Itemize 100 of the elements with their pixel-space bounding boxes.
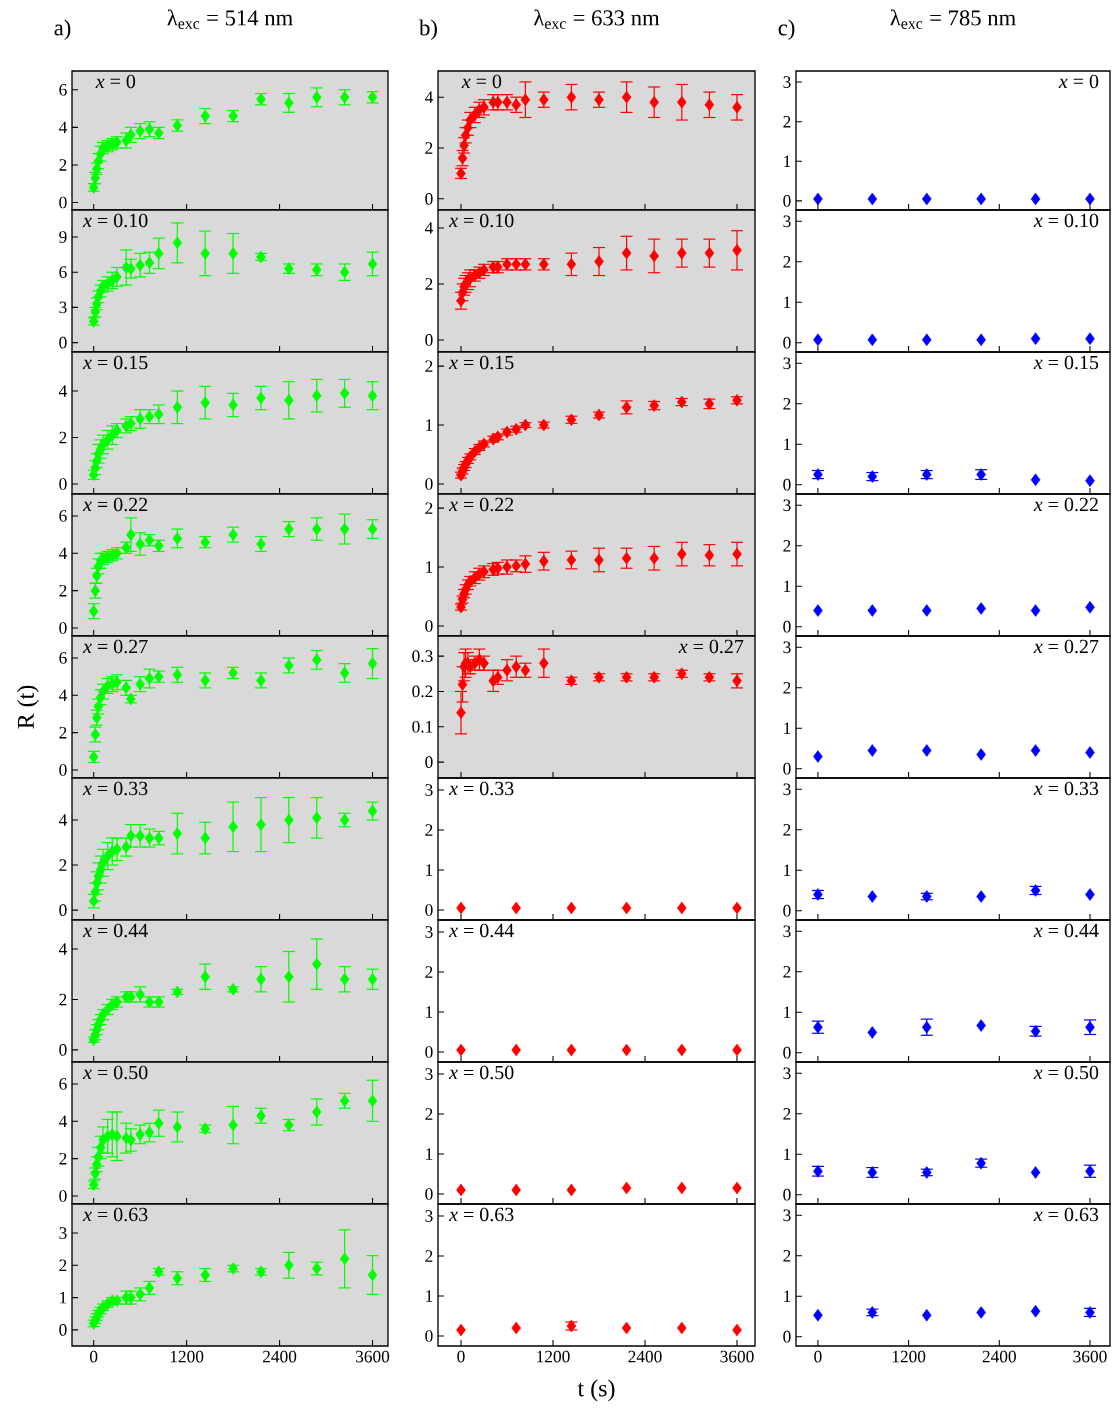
y-tick-label: 0	[425, 904, 433, 916]
annotation: x = 0.27	[82, 639, 148, 654]
y-tick-label: 4	[424, 222, 434, 234]
y-tick-label: 2	[783, 540, 791, 552]
y-tick-label: 0	[783, 762, 791, 775]
x-tick-label: 1200	[892, 1350, 926, 1363]
y-tick-label: 3	[783, 925, 791, 938]
y-tick-label: 0	[425, 620, 433, 632]
y-tick-label: 0.1	[412, 720, 433, 733]
text: a)	[54, 19, 71, 41]
y-tick-label: 3	[783, 499, 791, 512]
y-tick-label: 0	[425, 1188, 433, 1200]
y-tick-label: 6	[59, 652, 67, 664]
y-tick-label: 1	[784, 155, 791, 167]
y-tick-label: 0	[59, 1190, 67, 1202]
y-tick-label: 0.3	[412, 650, 433, 663]
y-tick-label: 0	[783, 1046, 791, 1059]
annotation: x = 0.63	[1033, 1207, 1099, 1222]
annotation: x = 0.33	[448, 781, 514, 796]
annotation: x = 0	[461, 74, 502, 89]
y-tick-label: 2	[59, 993, 67, 1006]
x-tick-label: 3600	[720, 1350, 754, 1363]
y-tick-label: 0	[783, 1330, 791, 1343]
y-tick-label: 4	[58, 689, 68, 702]
y-tick-label: 0	[59, 904, 67, 916]
y-tick-label: 2	[425, 1250, 433, 1262]
y-tick-label: 3	[425, 926, 433, 938]
y-tick-label: 2	[783, 966, 791, 978]
y-tick-label: 0	[783, 1188, 791, 1201]
x-tick-label: 0	[90, 1350, 98, 1363]
y-tick-label: 4	[58, 385, 68, 397]
y-tick-label: 1	[426, 1006, 433, 1018]
annotation: x = 0.10	[82, 213, 148, 228]
annotation: x = 0.27	[678, 639, 744, 654]
annotation: x = 0.50	[1033, 1065, 1099, 1080]
chart-title: λ$_{exc}$ = 633 nm	[533, 9, 660, 29]
y-tick-label: 0	[425, 478, 433, 490]
annotation: x = 0.10	[448, 213, 514, 228]
y-tick-label: 2	[59, 859, 67, 871]
y-tick-label: 2	[783, 256, 791, 268]
annotation: x = 0	[95, 74, 136, 89]
x-tick-label: 2400	[982, 1350, 1016, 1363]
annotation: x = 0.22	[448, 497, 514, 512]
annotation: x = 0.50	[82, 1065, 148, 1080]
y-tick-label: 6	[59, 1078, 67, 1090]
y-tick-label: 0	[59, 336, 67, 349]
y-tick-label: 2	[425, 824, 433, 836]
y-tick-label: 1	[784, 722, 791, 734]
annotation: x = 0.22	[82, 497, 148, 512]
annotation: x = 0.27	[1033, 639, 1099, 654]
y-tick-label: 1	[784, 1148, 791, 1160]
annotation: x = 0.63	[82, 1207, 148, 1222]
y-tick-label: 0	[783, 620, 791, 633]
y-tick-label: 1	[426, 561, 433, 573]
y-tick-label: 2	[59, 1152, 67, 1165]
annotation: x = 0.15	[82, 355, 148, 370]
y-tick-label: 0	[59, 764, 67, 776]
y-tick-label: 0	[59, 1044, 67, 1056]
y-tick-label: 3	[59, 301, 67, 314]
y-tick-label: 3	[783, 641, 791, 654]
y-tick-label: 1	[784, 580, 791, 592]
chart-title: λ$_{exc}$ = 785 nm	[890, 9, 1016, 29]
y-tick-label: 6	[59, 510, 67, 522]
y-tick-label: 4	[58, 121, 68, 134]
y-tick-label: 6	[59, 83, 67, 96]
y-tick-label: 3	[425, 1068, 433, 1080]
y-tick-label: 2	[59, 1259, 67, 1272]
y-tick-label: 0	[425, 1330, 433, 1342]
y-tick-label: 3	[783, 357, 791, 370]
y-tick-label: 3	[783, 76, 791, 88]
y-tick-label: 2	[783, 682, 791, 694]
y-tick-label: 3	[59, 1227, 67, 1239]
y-tick-label: 2	[783, 1250, 791, 1262]
x-tick-label: 1200	[170, 1350, 204, 1363]
y-tick-label: 0.2	[412, 685, 433, 698]
y-tick-label: 2	[59, 431, 67, 444]
x-tick-label: 2400	[262, 1350, 297, 1363]
chart-title: λ$_{exc}$ = 514 nm	[167, 9, 293, 29]
y-tick-label: 2	[783, 1108, 791, 1120]
x-tick-label: 2400	[628, 1350, 662, 1363]
y-tick-label: 3	[783, 1209, 791, 1222]
text: b)	[419, 19, 437, 41]
y-tick-label: 2	[425, 502, 433, 514]
x-axis-title: t (s)	[577, 1379, 615, 1402]
y-tick-label: 1	[60, 1291, 67, 1304]
y-tick-label: 2	[59, 726, 67, 739]
x-tick-label: 3600	[356, 1350, 390, 1363]
annotation: x = 0.63	[448, 1207, 514, 1222]
y-tick-label: 0	[783, 904, 791, 917]
y-tick-label: 2	[783, 398, 791, 410]
y-tick-label: 1	[426, 1290, 433, 1302]
y-tick-label: 3	[783, 783, 791, 796]
y-tick-label: 2	[425, 966, 433, 978]
y-tick-label: 0	[425, 192, 433, 205]
y-tick-label: 3	[783, 215, 791, 228]
y-tick-label: 1	[426, 419, 433, 431]
y-tick-label: 0	[783, 478, 791, 491]
y-tick-label: 6	[59, 266, 67, 279]
y-tick-label: 0	[425, 334, 433, 346]
y-tick-label: 0	[59, 1324, 67, 1336]
